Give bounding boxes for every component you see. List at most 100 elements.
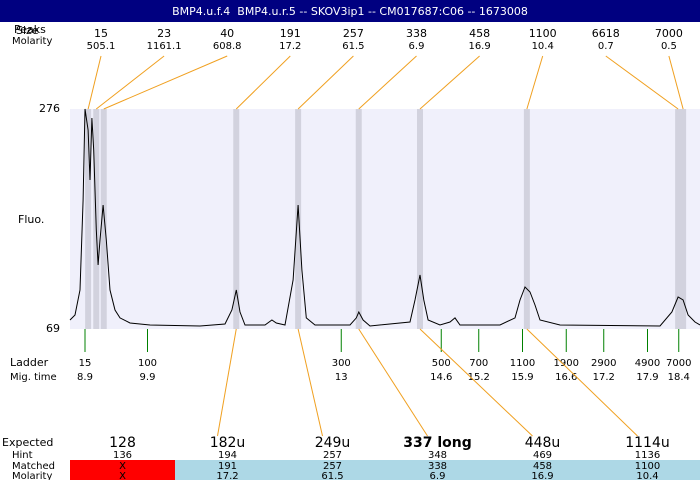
matched: X	[119, 461, 126, 472]
peak-size: 40	[220, 27, 234, 40]
ladder-time: 14.6	[430, 372, 452, 383]
peak-molarity: 17.2	[279, 41, 301, 52]
peak-size: 1100	[529, 27, 557, 40]
hint: 257	[323, 450, 342, 461]
match-connector	[297, 328, 323, 437]
peak-molarity: 608.8	[213, 41, 242, 52]
matched-molarity: 61.5	[321, 471, 343, 480]
expected-size: 128	[109, 435, 136, 451]
matched-molarity: X	[119, 471, 126, 480]
peaks-label: Peaks	[14, 23, 46, 36]
molarity-label: Molarity	[12, 36, 52, 47]
ladder-size: 15	[79, 358, 92, 369]
matched: 338	[428, 461, 447, 472]
matched-cell	[70, 460, 175, 480]
ladder-time: 15.2	[468, 372, 490, 383]
hint: 136	[113, 450, 132, 461]
matched: 1100	[635, 461, 660, 472]
peak-size: 6618	[592, 27, 620, 40]
matched-cell	[490, 460, 595, 480]
peak-molarity: 0.5	[661, 41, 677, 52]
peak-band	[675, 109, 682, 329]
ladder-time: 18.4	[668, 372, 690, 383]
peak-molarity: 0.7	[598, 41, 614, 52]
peak-band	[680, 109, 687, 329]
peak-band	[523, 109, 530, 329]
matched: 257	[323, 461, 342, 472]
peak-size: 191	[280, 27, 301, 40]
peak-connector	[419, 55, 480, 110]
peak-size: 338	[406, 27, 427, 40]
peak-size: 7000	[655, 27, 683, 40]
ladder-time: 13	[335, 372, 348, 383]
ladder-time: 17.9	[636, 372, 658, 383]
expected-size: 337 long	[403, 435, 472, 451]
molarity-row-label: Molarity	[12, 471, 52, 480]
header-bar	[0, 0, 700, 22]
trace	[69, 108, 700, 327]
peak-connector	[605, 55, 679, 110]
ladder-time: 15.9	[511, 372, 533, 383]
ladder-time: 8.9	[77, 372, 93, 383]
peak-connector	[526, 55, 544, 110]
peak-molarity: 1161.1	[147, 41, 182, 52]
peak-molarity: 6.9	[409, 41, 425, 52]
ladder-size: 1100	[510, 358, 535, 369]
plot-area	[70, 109, 700, 329]
mig-time-label: Mig. time	[10, 372, 57, 383]
expected-size: 182u	[210, 435, 246, 451]
hint: 194	[218, 450, 237, 461]
match-connector	[526, 328, 638, 437]
peak-size: 458	[469, 27, 490, 40]
ladder-time: 16.6	[555, 372, 577, 383]
hint-label: Hint	[12, 450, 33, 461]
ladder-size: 700	[469, 358, 488, 369]
peak-band	[417, 109, 423, 329]
matched-cell	[280, 460, 385, 480]
y-tick-label: 276	[39, 102, 60, 115]
matched: 458	[533, 461, 552, 472]
matched-cell	[595, 460, 700, 480]
peak-band	[355, 109, 362, 329]
hint: 1136	[635, 450, 660, 461]
matched-label: Matched	[12, 461, 55, 472]
peak-band	[85, 109, 92, 329]
ladder-label: Ladder	[10, 356, 49, 369]
ladder-size: 7000	[666, 358, 691, 369]
ladder-size: 2900	[591, 358, 616, 369]
matched-molarity: 17.2	[216, 471, 238, 480]
match-connector	[358, 328, 428, 437]
y-tick-label: 69	[46, 322, 60, 335]
peak-molarity: 10.4	[532, 41, 554, 52]
peak-connector	[87, 55, 102, 110]
match-connector	[419, 328, 533, 437]
hint: 469	[533, 450, 552, 461]
matched-molarity: 6.9	[430, 471, 446, 480]
peak-band	[233, 109, 240, 329]
peak-connector	[358, 55, 417, 110]
expected-size: 249u	[315, 435, 351, 451]
peak-connector	[668, 55, 684, 110]
ladder-size: 300	[332, 358, 351, 369]
matched-cell	[385, 460, 490, 480]
peak-connector	[95, 55, 165, 110]
peak-molarity: 505.1	[87, 41, 116, 52]
peak-band	[295, 109, 302, 329]
y-axis-label: Fluo.	[18, 213, 44, 226]
peak-size: 15	[94, 27, 108, 40]
peak-molarity: 61.5	[342, 41, 364, 52]
peak-molarity: 16.9	[468, 41, 490, 52]
matched-cell	[175, 460, 280, 480]
peak-size: 257	[343, 27, 364, 40]
peak-connector	[297, 55, 354, 110]
peak-connector	[103, 55, 228, 110]
expected-size: 1114u	[625, 435, 670, 451]
matched-molarity: 16.9	[531, 471, 553, 480]
ladder-size: 500	[432, 358, 451, 369]
peak-band	[100, 109, 107, 329]
matched: 191	[218, 461, 237, 472]
peak-connector	[235, 55, 291, 110]
matched-molarity: 10.4	[636, 471, 658, 480]
hint: 348	[428, 450, 447, 461]
